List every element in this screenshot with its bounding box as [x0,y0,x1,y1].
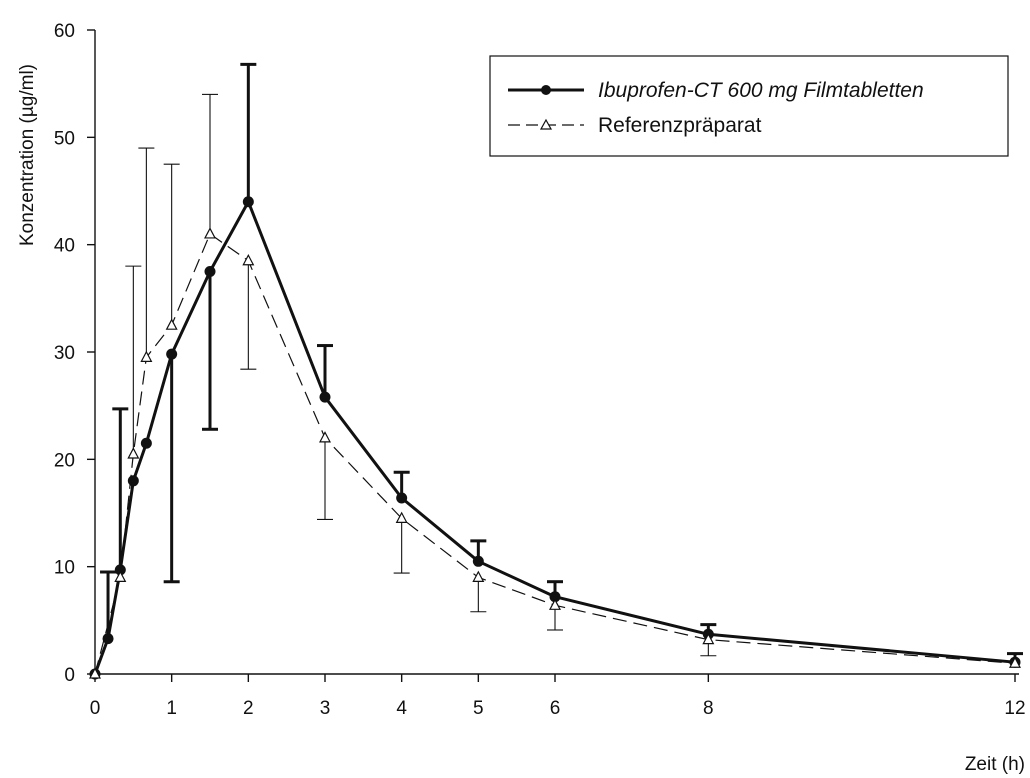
data-point-referenz [1009,656,1021,668]
data-point-referenz [204,227,216,239]
y-tick-label: 20 [54,450,75,471]
data-point-ibuprofen [127,475,139,487]
x-tick-label: 4 [396,698,407,719]
y-tick-label: 0 [64,665,75,686]
data-point-ibuprofen [140,437,152,449]
data-point-referenz [140,350,153,362]
data-point-ibuprofen [319,391,331,403]
x-tick-label: 8 [703,698,714,719]
x-tick-label: 6 [550,698,561,719]
x-tick-label: 5 [473,698,484,719]
x-tick-label: 2 [243,698,254,719]
legend: Ibuprofen-CT 600 mg Filmtabletten Refere… [489,55,1009,157]
y-tick-label: 50 [54,128,75,149]
data-point-ibuprofen [549,591,561,603]
x-tick-label: 0 [90,698,101,719]
data-point-referenz [395,511,408,523]
x-axis-title: Zeit (h) [965,754,1025,775]
legend-box [489,55,1009,157]
y-axis-title: Konzentration (µg/ml) [17,64,38,246]
data-point-referenz [127,447,140,459]
y-tick-label: 40 [54,236,75,257]
data-point-referenz [165,318,178,330]
y-tick-label: 30 [54,343,75,364]
x-tick-label: 12 [1004,698,1025,719]
data-point-referenz [702,632,715,645]
data-point-referenz [319,431,331,443]
data-point-referenz [472,570,485,583]
data-point-ibuprofen [114,564,126,576]
data-point-ibuprofen [166,348,178,360]
x-tick-label: 3 [320,698,331,719]
data-point-referenz [114,570,127,583]
series-markers [89,196,1021,680]
data-point-ibuprofen [102,633,114,645]
data-point-referenz [549,598,561,610]
data-point-ibuprofen [472,555,484,567]
series-line-ibuprofen [93,200,1016,675]
y-tick-label: 60 [54,21,75,42]
data-point-ibuprofen [396,492,408,504]
data-point-ibuprofen [204,266,216,277]
data-point-ibuprofen [242,196,254,208]
legend-swatch-marker-ibuprofen [541,85,551,95]
data-point-referenz [89,667,101,679]
data-point-referenz [242,253,255,266]
legend-label-ibuprofen: Ibuprofen-CT 600 mg Filmtabletten [598,79,924,102]
legend-label-referenz: Referenzpräparat [598,114,762,137]
y-tick-label: 10 [54,558,75,579]
x-tick-label: 1 [166,698,177,719]
legend-swatch-marker-referenz [539,118,553,130]
